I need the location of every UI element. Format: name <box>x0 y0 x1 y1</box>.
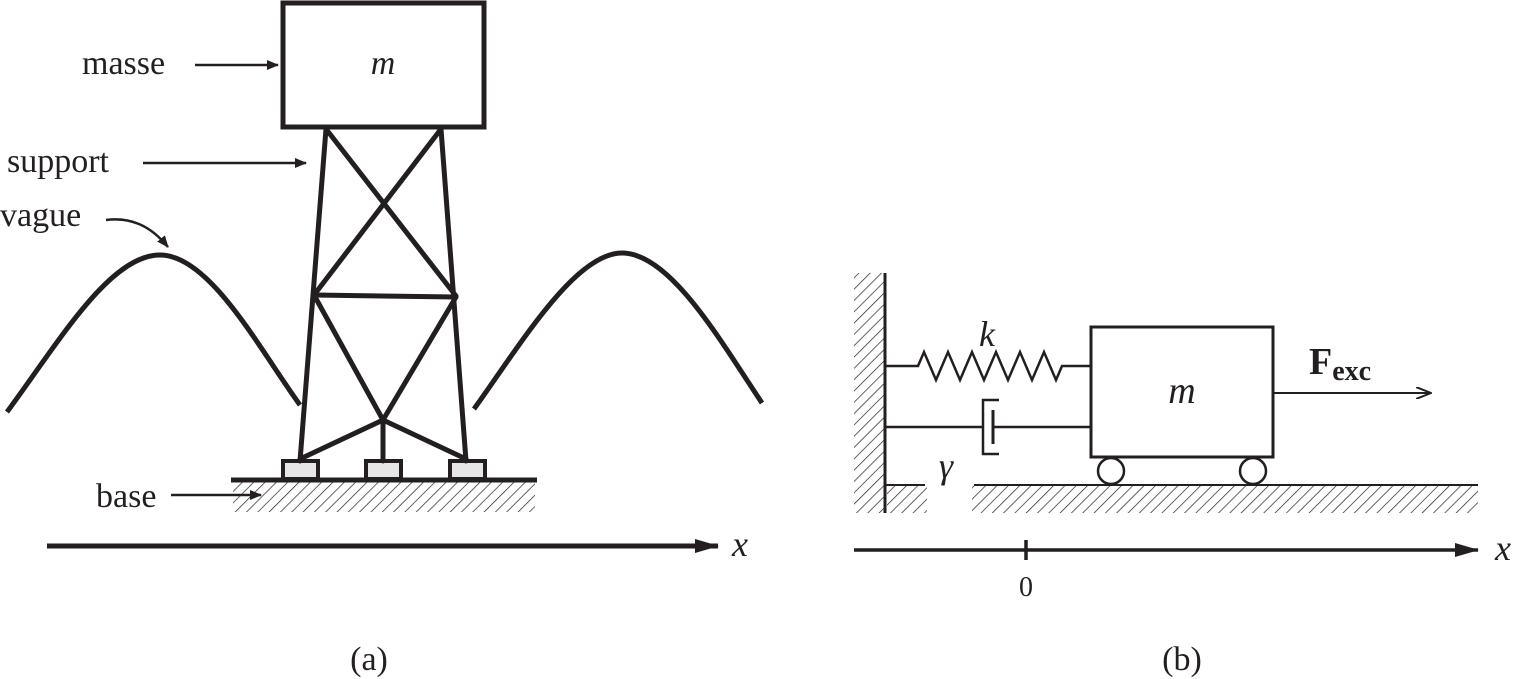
wave-left <box>7 255 300 412</box>
caption-a: (a) <box>350 641 388 678</box>
mass-symbol-a: m <box>371 45 396 82</box>
spring-symbol: k <box>979 314 996 354</box>
label-wave: vague <box>0 197 81 234</box>
axis-symbol-b: x <box>1494 528 1511 568</box>
floor-hatch-left <box>887 485 927 513</box>
wheel-right <box>1240 458 1266 484</box>
axis-origin-label: 0 <box>1019 572 1033 603</box>
floor-hatch-right <box>972 485 1478 513</box>
wave-pointer-arrow <box>106 219 168 247</box>
force-symbol: F <box>1309 341 1332 383</box>
force-label: Fexc <box>1309 341 1371 387</box>
spring <box>885 352 1092 380</box>
foot-left <box>283 461 318 479</box>
panel-b-oscillator: k γ m Fexc 0 x (b) <box>854 273 1511 678</box>
mass-symbol-b: m <box>1168 370 1195 412</box>
label-base: base <box>96 478 156 515</box>
foot-middle <box>366 461 401 479</box>
caption-b: (b) <box>1162 641 1202 678</box>
seabed-hatch <box>233 482 535 512</box>
axis-symbol-a: x <box>731 524 748 564</box>
wheel-left <box>1098 458 1124 484</box>
foot-right <box>450 461 485 479</box>
damper <box>885 400 1092 454</box>
label-support: support <box>7 143 110 180</box>
tower-truss <box>300 129 466 461</box>
panel-a-platform: m masse support vague base x (a) <box>0 3 762 678</box>
force-subscript: exc <box>1332 356 1371 387</box>
wave-right <box>474 253 762 409</box>
damper-symbol: γ <box>939 446 954 486</box>
label-mass: masse <box>82 45 165 82</box>
wall-hatch <box>854 273 884 513</box>
